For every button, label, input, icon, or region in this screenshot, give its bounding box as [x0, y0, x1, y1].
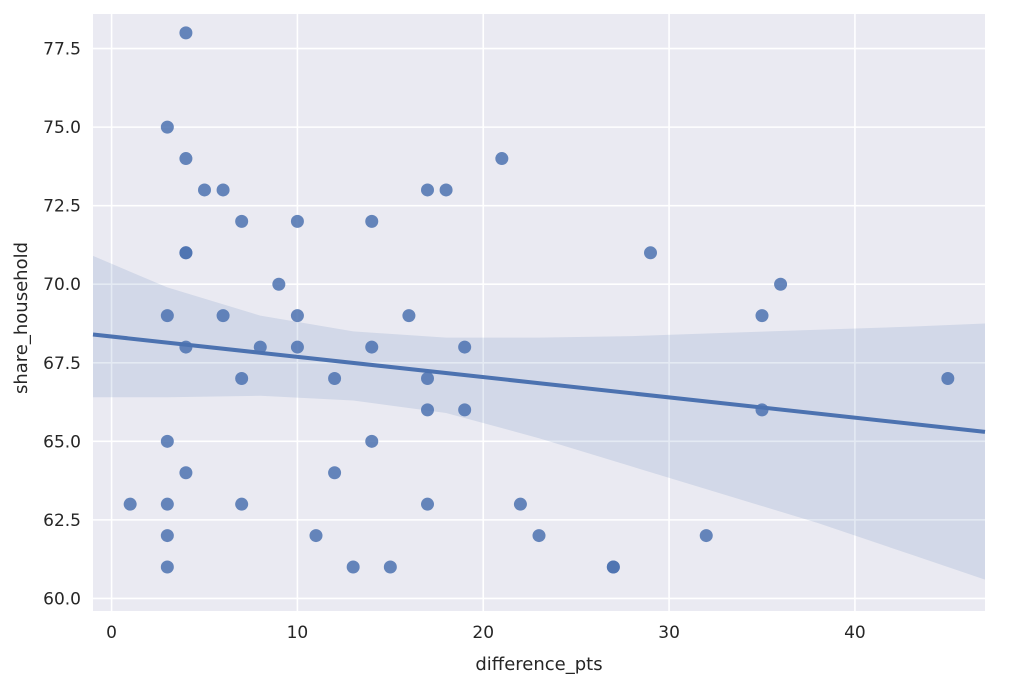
data-point [290, 309, 304, 323]
data-point [421, 497, 434, 511]
x-tick-labels: 0 10 20 30 40 [106, 623, 866, 643]
data-point [179, 152, 193, 166]
data-point [402, 309, 416, 323]
data-point [346, 560, 360, 574]
data-point [253, 340, 267, 354]
data-point [328, 466, 342, 480]
data-point [774, 277, 788, 291]
y-axis-label: share_household [11, 242, 32, 394]
data-point [160, 497, 174, 511]
data-point [365, 434, 379, 448]
data-point [235, 371, 249, 385]
y-tick-label: 77.5 [43, 40, 81, 60]
data-points [123, 26, 955, 574]
data-point [606, 560, 620, 574]
data-point [290, 340, 304, 354]
data-point [421, 403, 434, 417]
y-tick-label: 65.0 [43, 432, 81, 452]
data-point [198, 183, 211, 197]
y-tick-label: 70.0 [43, 275, 81, 295]
data-point [699, 529, 713, 543]
y-tick-label: 67.5 [43, 354, 81, 374]
data-point [160, 529, 174, 543]
data-point [160, 120, 174, 134]
y-tick-label: 72.5 [43, 197, 81, 217]
data-point [421, 183, 434, 197]
data-point [365, 340, 379, 354]
x-tick-label: 20 [472, 623, 494, 643]
data-point [179, 466, 193, 480]
x-tick-label: 10 [287, 623, 309, 643]
data-point [513, 497, 527, 511]
data-point [941, 371, 955, 385]
data-point [160, 309, 174, 323]
data-point [272, 277, 286, 291]
data-point [216, 183, 230, 197]
data-point [439, 183, 453, 197]
data-point [216, 309, 230, 323]
data-point [421, 371, 434, 385]
regression-line [92, 332, 986, 434]
confidence-band [93, 255, 985, 580]
data-point [495, 152, 509, 166]
y-tick-label: 60.0 [43, 589, 81, 609]
data-point [458, 340, 472, 354]
data-point [532, 529, 546, 543]
data-point [328, 371, 342, 385]
y-tick-labels: 60.0 62.5 65.0 67.5 70.0 72.5 75.0 77.5 [43, 40, 81, 610]
plot-background [93, 14, 985, 611]
data-point [755, 309, 769, 323]
data-point [160, 560, 174, 574]
data-point [290, 214, 304, 228]
data-point [235, 497, 249, 511]
x-tick-label: 40 [844, 623, 866, 643]
data-point [123, 497, 137, 511]
x-axis-label: difference_pts [475, 654, 602, 675]
x-tick-label: 30 [658, 623, 680, 643]
y-tick-label: 62.5 [43, 511, 81, 531]
data-point [644, 246, 657, 260]
data-point [160, 434, 174, 448]
data-point [179, 26, 193, 40]
data-point [383, 560, 397, 574]
x-tick-label: 0 [106, 623, 117, 643]
data-point [458, 403, 472, 417]
data-point [309, 529, 323, 543]
data-point [235, 214, 249, 228]
data-point [365, 214, 379, 228]
y-tick-label: 75.0 [43, 118, 81, 138]
data-point [179, 246, 193, 260]
